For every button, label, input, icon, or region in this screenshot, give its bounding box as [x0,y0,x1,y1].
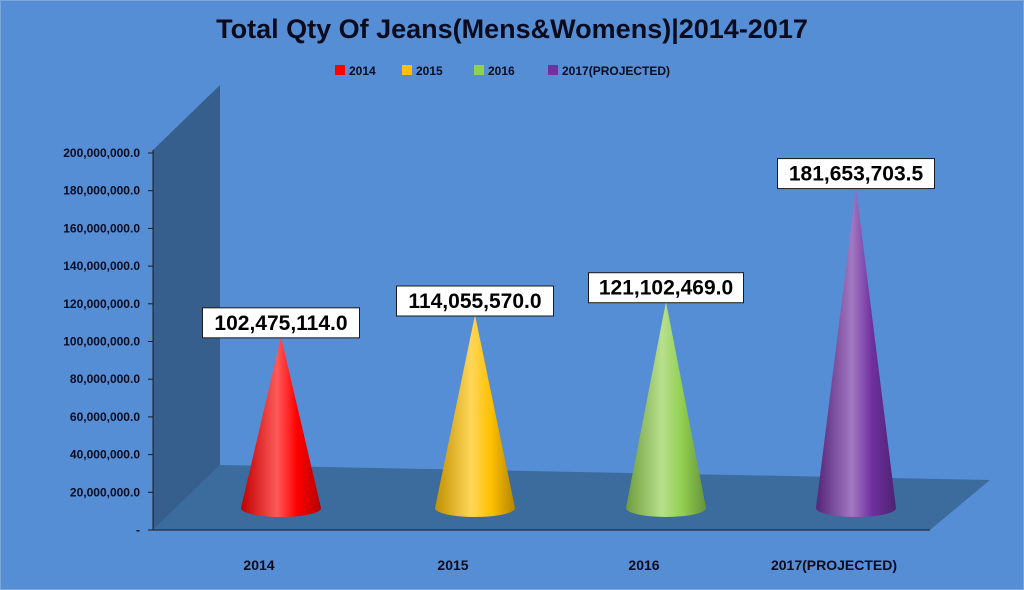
legend-label-2016: 2016 [488,64,515,78]
y-tick-label: 160,000,000.0 [63,221,140,235]
y-tick-label: 80,000,000.0 [70,372,140,386]
data-label-2015: 114,055,570.0 [408,290,541,313]
cone-2014 [241,336,321,517]
legend-swatch-2016 [474,65,484,75]
legend-swatch-2015 [402,65,412,75]
data-label-2014: 102,475,114.0 [214,312,347,335]
y-tick-label: 60,000,000.0 [70,410,140,424]
y-tick-label: 100,000,000.0 [63,335,140,349]
legend-label-2014: 2014 [349,64,376,78]
cone-2015 [435,315,515,517]
data-label-box-2017-projected [777,158,935,190]
data-label-box-2016 [588,272,744,304]
data-label-2016: 121,102,469.0 [599,277,733,300]
y-tick-label: 180,000,000.0 [63,184,140,198]
cone-2016 [626,301,706,517]
legend-label-2017-projected: 2017(PROJECTED) [562,64,670,78]
y-tick-label: - [136,523,140,537]
y-axis-ticks: - 20,000,000.0 40,000,000.0 60,000,000.0 80,… [63,146,153,537]
legend-swatch-2014 [335,65,345,75]
y-tick-label: 40,000,000.0 [70,448,140,462]
legend: 2014 2015 2016 2017(PROJECTED) [335,64,670,78]
cones [241,187,896,517]
legend-swatch-2017-projected [548,65,558,75]
x-axis-labels: 2014 2015 2016 2017(PROJECTED) [243,557,897,573]
legend-label-2015: 2015 [416,64,443,78]
cone-2017-projected [816,187,896,517]
x-tick-label-2016: 2016 [628,557,659,573]
x-tick-label-2014: 2014 [243,557,274,573]
y-tick-label: 20,000,000.0 [70,485,140,499]
y-tick-label: 140,000,000.0 [63,259,140,273]
x-tick-label-2017-projected: 2017(PROJECTED) [771,557,897,573]
floor [153,465,990,530]
data-labels: 102,475,114.0 114,055,570.0 121,102,469.0 1… [202,158,935,339]
x-tick-label-2015: 2015 [437,557,468,573]
data-label-box-2015 [396,285,554,317]
y-tick-label: 200,000,000.0 [63,146,140,160]
back-wall [153,85,220,530]
chart-title: Total Qty Of Jeans(Mens&Womens)|2014-201… [216,14,808,44]
y-tick-label: 120,000,000.0 [63,297,140,311]
data-label-2017-projected: 181,653,703.5 [789,163,924,186]
data-label-box-2014 [202,307,360,339]
